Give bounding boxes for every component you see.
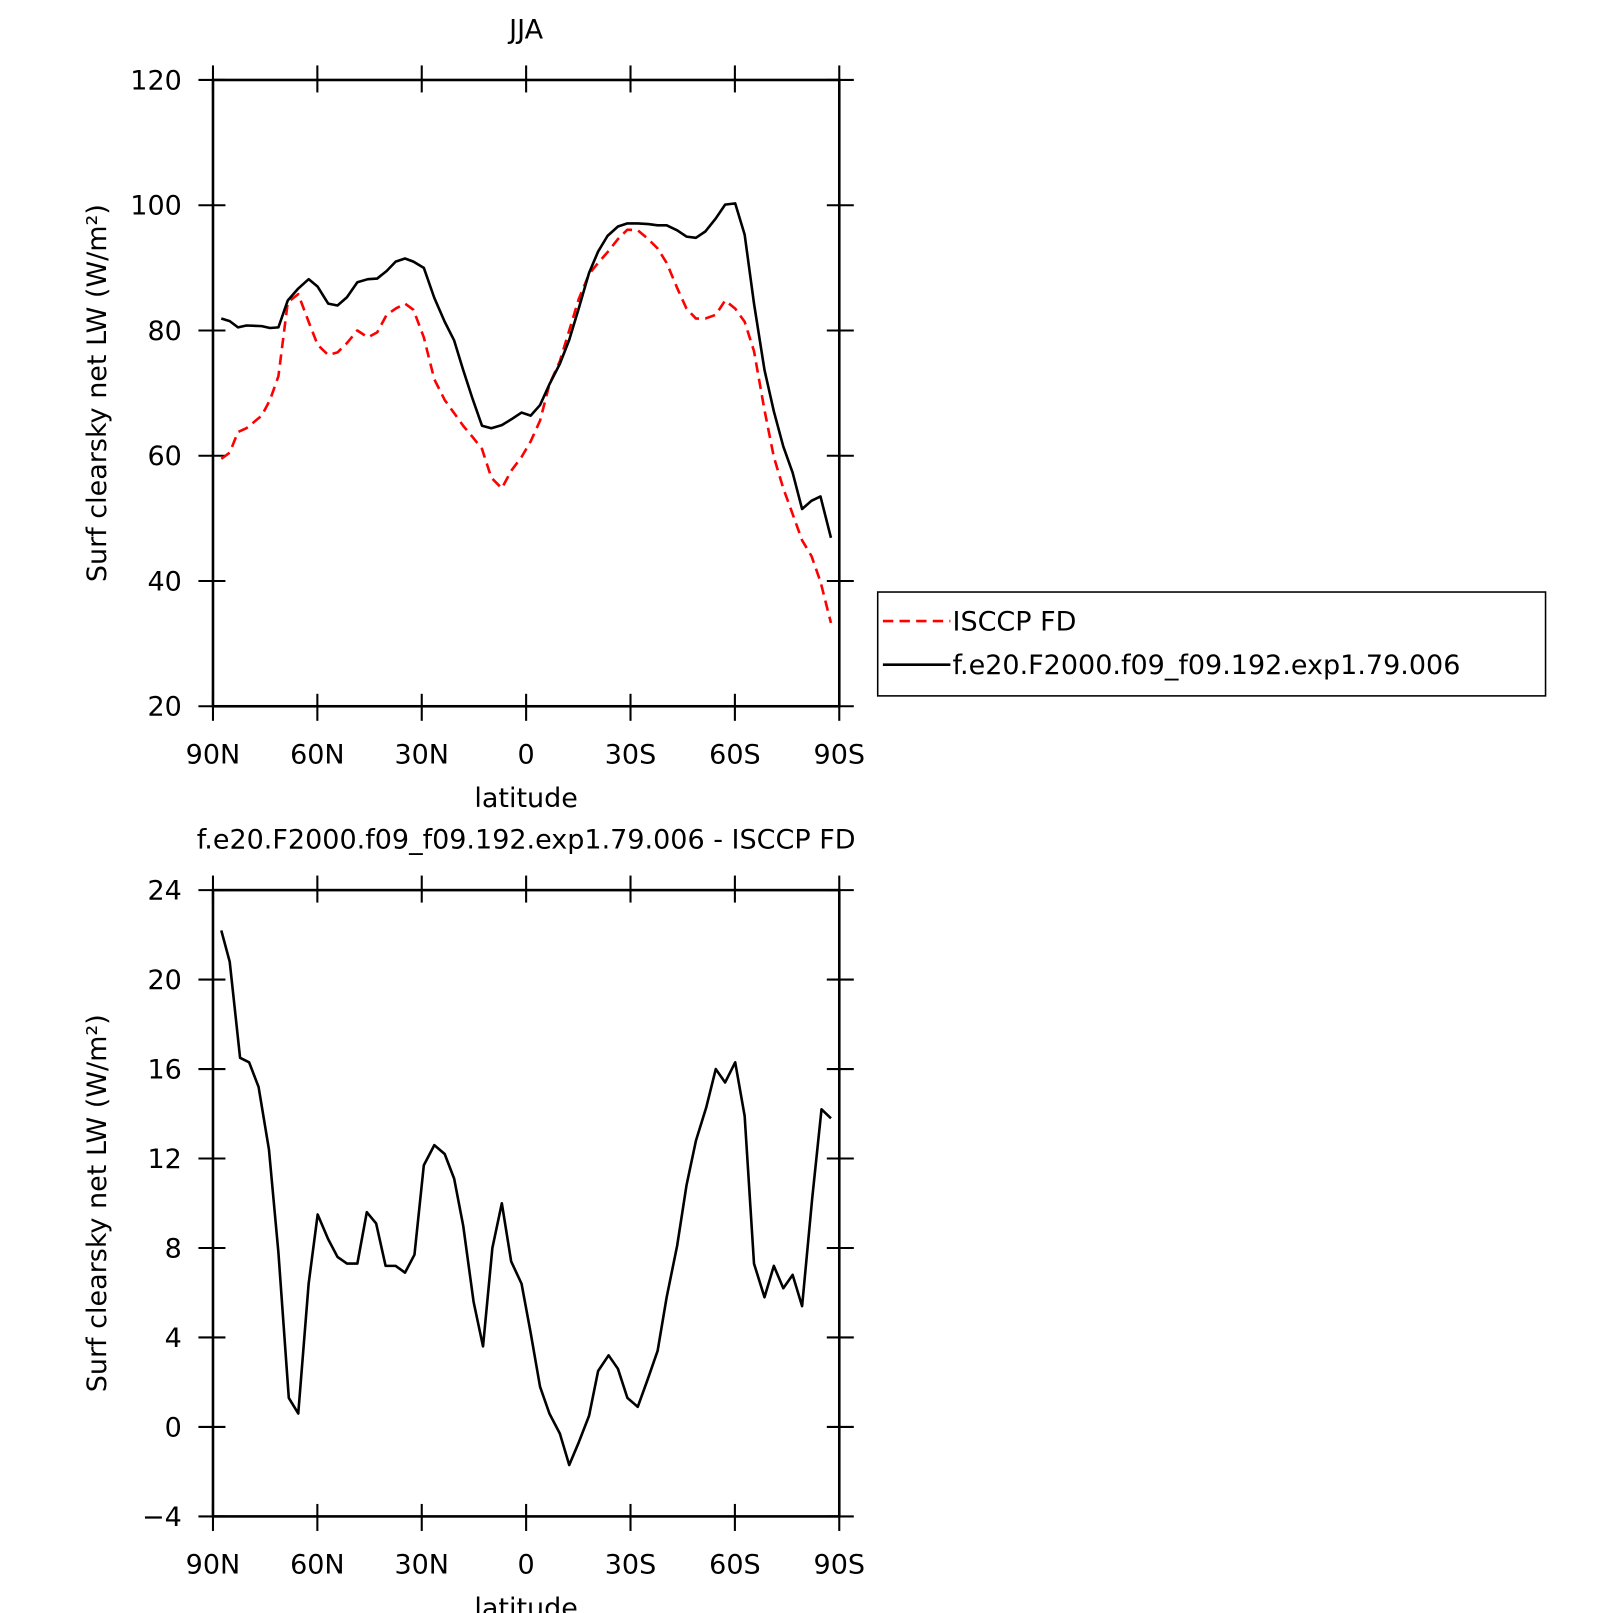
y-tick-label: 20 bbox=[147, 965, 181, 996]
y-tick-label: 60 bbox=[147, 441, 181, 472]
legend-box bbox=[876, 591, 1547, 697]
y-tick-label: 24 bbox=[147, 875, 181, 906]
legend-label: f.e20.F2000.f09_f09.192.exp1.79.006 bbox=[952, 650, 1460, 681]
y-tick-label: 0 bbox=[165, 1412, 182, 1443]
x-axis-label: latitude bbox=[474, 783, 578, 814]
y-tick-label: 100 bbox=[130, 191, 182, 222]
y-tick-label: 4 bbox=[165, 1323, 182, 1354]
x-tick-label: 30S bbox=[605, 739, 656, 770]
chart-title: f.e20.F2000.f09_f09.192.exp1.79.006 - IS… bbox=[197, 825, 856, 856]
y-tick-label: 8 bbox=[165, 1233, 182, 1264]
x-tick-label: 90N bbox=[186, 739, 241, 770]
x-tick-label: 30N bbox=[394, 1550, 449, 1581]
plot-frame bbox=[211, 888, 841, 1518]
x-axis-label: latitude bbox=[474, 1593, 578, 1613]
x-tick-label: 60N bbox=[290, 739, 345, 770]
x-tick-label: 60N bbox=[290, 1550, 345, 1581]
y-tick-label: 120 bbox=[130, 65, 182, 96]
y-axis-label: Surf clearsky net LW (W/m²) bbox=[82, 204, 113, 582]
x-tick-label: 90N bbox=[186, 1550, 241, 1581]
plot-frame bbox=[211, 78, 841, 708]
y-axis-label: Surf clearsky net LW (W/m²) bbox=[82, 1014, 113, 1392]
x-tick-label: 90S bbox=[814, 1550, 865, 1581]
x-tick-label: 0 bbox=[518, 1550, 535, 1581]
data-line bbox=[220, 228, 833, 624]
y-tick-label: 40 bbox=[147, 566, 181, 597]
x-tick-label: 60S bbox=[709, 739, 760, 770]
y-tick-label: −4 bbox=[142, 1502, 182, 1533]
data-line bbox=[220, 930, 832, 1467]
y-tick-label: 20 bbox=[147, 692, 181, 723]
legend-label: ISCCP FD bbox=[952, 606, 1076, 637]
data-line bbox=[220, 202, 833, 539]
y-tick-label: 80 bbox=[147, 316, 181, 347]
y-tick-label: 16 bbox=[147, 1054, 181, 1085]
y-tick-label: 12 bbox=[147, 1144, 181, 1175]
x-tick-label: 90S bbox=[814, 739, 865, 770]
x-tick-label: 30N bbox=[394, 739, 449, 770]
x-tick-label: 60S bbox=[709, 1550, 760, 1581]
chart-title: JJA bbox=[507, 14, 543, 45]
x-tick-label: 30S bbox=[605, 1550, 656, 1581]
x-tick-label: 0 bbox=[518, 739, 535, 770]
